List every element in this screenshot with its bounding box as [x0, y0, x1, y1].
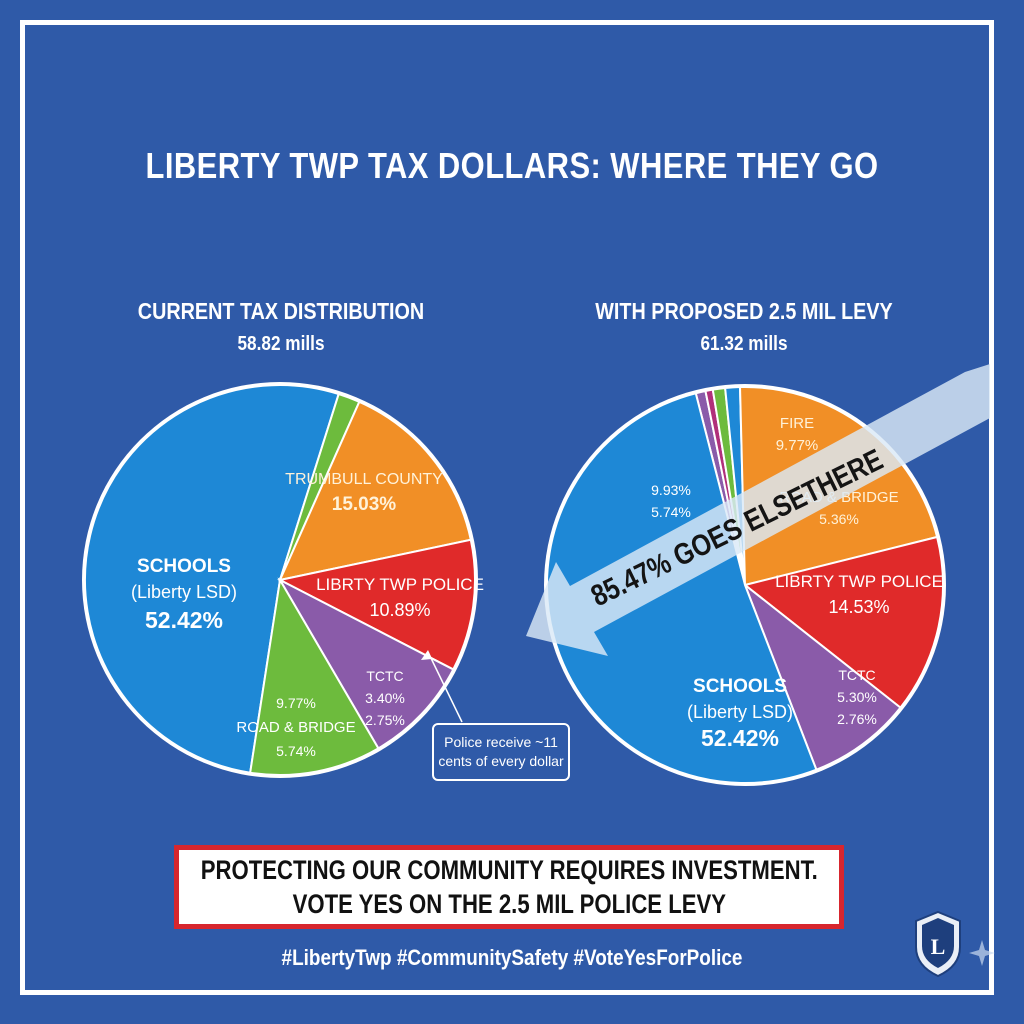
pie-slice-trumbull-county	[278, 400, 472, 582]
cta-line-1: PROTECTING OUR COMMUNITY REQUIRES INVEST…	[200, 855, 818, 885]
left-chart-mills: 58.82 mills	[237, 333, 325, 355]
pie-slice-tctc	[277, 577, 455, 750]
extra-slice-label: 9.93%	[651, 482, 691, 498]
slice-label-police: 14.53%	[828, 597, 889, 617]
pie-slice-schools	[83, 384, 340, 774]
slice-label-schools: 52.42%	[701, 725, 779, 751]
pie-slice-police	[277, 538, 476, 671]
slice-label-fire-road-bridge: FIRE	[780, 415, 814, 432]
current-distribution-pie: SCHOOLS (Liberty LSD) 52.42% TRUMBULL COUNT…	[82, 382, 484, 778]
slice-label-fire-road-bridge: 9.77%	[776, 437, 819, 454]
pie-slice-police	[742, 535, 944, 710]
slice-label-schools: 52.42%	[145, 607, 223, 633]
hashtags: #LibertyTwp #CommunitySafety #VoteYesFor…	[281, 945, 743, 970]
call-to-action-box: PROTECTING OUR COMMUNITY REQUIRES INVEST…	[174, 845, 844, 929]
white-frame	[20, 20, 994, 995]
slice-label-road-bridge: 5.74%	[276, 743, 316, 759]
slice-label-police: LIBRTY TWP POLICE	[316, 575, 484, 594]
slice-label-schools: SCHOOLS	[693, 676, 787, 697]
callout-line-1: Police receive ~11	[444, 734, 558, 750]
police-callout: Police receive ~11 cents of every dollar	[432, 723, 570, 781]
pie-slice-tctc	[742, 581, 902, 771]
main-title: LIBERTY TWP TAX DOLLARS: WHERE THEY GO	[145, 145, 879, 186]
slice-label-schools: (Liberty LSD)	[687, 702, 793, 722]
right-chart-title: WITH PROPOSED 2.5 MIL LEVY	[595, 298, 893, 324]
slice-label-tctc: TCTC	[838, 667, 875, 683]
slice-label-road-bridge: ROAD & BRIDGE	[236, 719, 355, 736]
slice-label-police: LIBRTY TWP POLICE	[775, 572, 943, 591]
slice-label-trumbull-county: TRUMBULL COUNTY	[285, 471, 443, 488]
cta-line-2: VOTE YES ON THE 2.5 MIL POLICE LEVY	[292, 889, 726, 919]
slice-label-tctc: 2.75%	[365, 712, 405, 728]
slice-label-tctc: TCTC	[366, 668, 403, 684]
callout-line-2: cents of every dollar	[438, 753, 564, 769]
slice-label-trumbull-county: 15.03%	[332, 494, 397, 515]
slice-label-schools: SCHOOLS	[137, 556, 231, 577]
slice-label-schools: (Liberty LSD)	[131, 582, 237, 602]
left-chart-title: CURRENT TAX DISTRIBUTION	[137, 298, 425, 324]
arrow-shape	[526, 364, 990, 656]
slice-label-tctc: 3.40%	[365, 690, 405, 706]
slice-label-fire-road-bridge: 5.36%	[819, 511, 859, 527]
slice-label-tctc: 2.76%	[837, 711, 877, 727]
slice-label-tctc: 5.30%	[837, 689, 877, 705]
pie-slice-road-bridge	[249, 577, 380, 776]
slice-label-police: 10.89%	[369, 600, 430, 620]
pie-slice-schools	[545, 392, 818, 784]
extra-slice-label: 5.74%	[651, 504, 691, 520]
right-chart-mills: 61.32 mills	[700, 333, 788, 355]
callout-pointer-head	[421, 650, 432, 660]
callout-pointer	[427, 651, 463, 723]
slice-label-road-bridge: 9.77%	[276, 695, 316, 711]
